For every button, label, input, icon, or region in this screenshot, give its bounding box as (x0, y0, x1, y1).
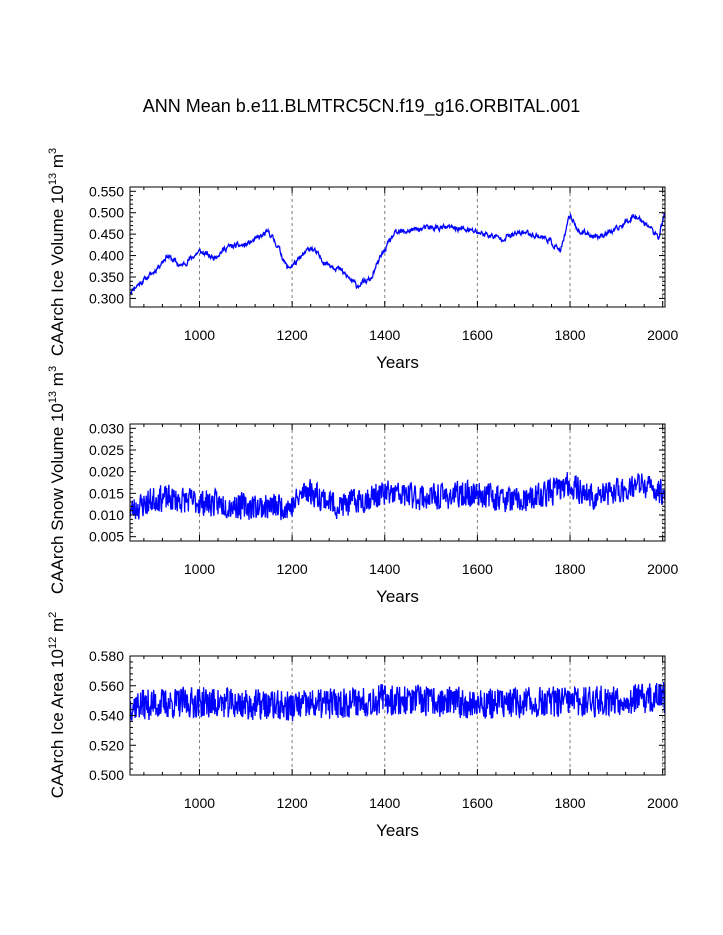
y-tick-label: 0.010 (89, 507, 124, 523)
plot-frame (129, 655, 666, 776)
x-tick-label: 1800 (554, 327, 585, 343)
x-tick-label: 1200 (277, 327, 308, 343)
y-axis-label: CAArch Snow Volume 1013 m3 (47, 366, 67, 594)
y-tick-label: 0.300 (89, 290, 124, 306)
y-axis-label: CAArch Ice Volume 1013 m3 (47, 148, 67, 356)
x-tick-label: 1000 (184, 795, 215, 811)
plot-frame (129, 186, 666, 308)
x-tick-label: 2000 (647, 795, 678, 811)
x-tick-label: 1800 (554, 561, 585, 577)
y-tick-label: 0.020 (89, 464, 124, 480)
y-tick-label: 0.350 (89, 269, 124, 285)
x-tick-label: 1600 (462, 561, 493, 577)
y-tick-label: 0.030 (89, 420, 124, 436)
y-tick-label: 0.025 (89, 442, 124, 458)
y-tick-label: 0.550 (89, 183, 124, 199)
x-tick-label: 1000 (184, 327, 215, 343)
series-line (130, 681, 665, 722)
x-tick-label: 1200 (277, 561, 308, 577)
y-tick-label: 0.520 (89, 737, 124, 753)
x-tick-label: 1000 (184, 561, 215, 577)
y-tick-label: 0.500 (89, 767, 124, 783)
x-tick-label: 2000 (647, 327, 678, 343)
x-axis-label: Years (376, 821, 419, 840)
y-tick-label: 0.580 (89, 648, 124, 664)
x-tick-label: 1400 (369, 561, 400, 577)
x-axis-label: Years (376, 353, 419, 372)
chart-panel-3: 1000 1200 1400 1600 1800 2000 0.500 0.520 0.540 0… (47, 612, 678, 840)
chart-panel-2: 1000 1200 1400 1600 1800 2000 0.005 0.010 0.015 0… (47, 366, 678, 606)
page-title: ANN Mean b.e11.BLMTRC5CN.f19_g16.ORBITAL… (142, 96, 581, 116)
y-axis-label: CAArch Ice Area 1012 m2 (47, 612, 67, 799)
x-axis-label: Years (376, 587, 419, 606)
x-tick-label: 1600 (462, 327, 493, 343)
series-line (130, 472, 665, 521)
y-tick-label: 0.400 (89, 248, 124, 264)
x-tick-label: 1200 (277, 795, 308, 811)
x-tick-label: 1400 (369, 327, 400, 343)
y-tick-label: 0.005 (89, 529, 124, 545)
y-tick-label: 0.540 (89, 708, 124, 724)
y-tick-label: 0.500 (89, 205, 124, 221)
series-line (130, 211, 665, 296)
y-tick-label: 0.015 (89, 485, 124, 501)
y-tick-label: 0.450 (89, 226, 124, 242)
y-tick-label: 0.560 (89, 678, 124, 694)
chart-panel-1: 1000 1200 1400 1600 1800 2000 0.300 0.350 0.400 0… (47, 148, 678, 372)
x-tick-label: 1800 (554, 795, 585, 811)
plot-frame (129, 423, 666, 542)
x-tick-label: 1400 (369, 795, 400, 811)
x-tick-label: 2000 (647, 561, 678, 577)
x-tick-label: 1600 (462, 795, 493, 811)
